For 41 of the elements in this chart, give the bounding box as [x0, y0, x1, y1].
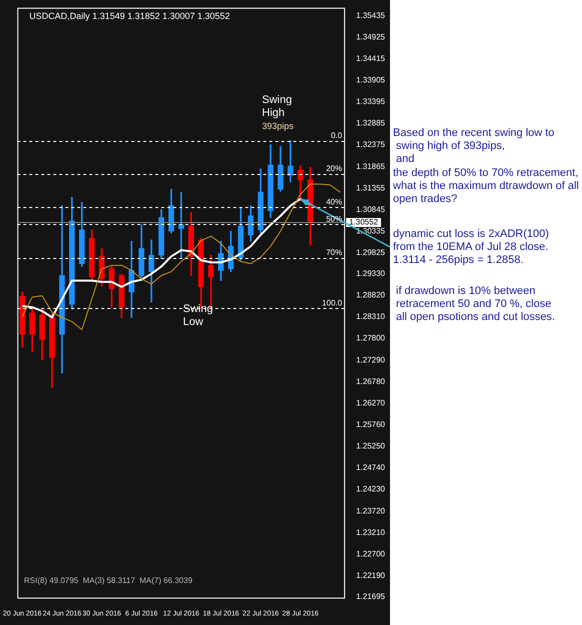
y-tick-label: 1.31355 [356, 183, 386, 192]
annotation: 70% [326, 248, 342, 257]
y-tick-label: 1.32885 [356, 118, 386, 128]
text: if drawdown is 10% between retracement 50 and 70 %, close all open psotions and cut losses. [396, 285, 555, 325]
chart-title: USDCAD,Daily 1.31549 1.31852 1.30007 1.30552 [29, 10, 230, 21]
y-tick-label: 1.31865 [356, 162, 386, 171]
annotation: 393pips [262, 121, 294, 132]
annotation: RSI(8) 49.0795 MA(3) 58.3117 MA(7) 66.3039 [24, 576, 192, 586]
y-tick-label: 1.25250 [356, 442, 386, 451]
candlestick [288, 140, 294, 182]
annotation: 100.0 [322, 298, 343, 308]
annotation: 40% [326, 198, 342, 207]
annotation: 20% [326, 164, 342, 174]
y-tick-label: 1.24230 [356, 484, 386, 494]
y-tick-label: 1.29330 [356, 269, 386, 278]
y-tick-label: 1.26270 [356, 398, 386, 408]
y-tick-label: 1.22700 [356, 549, 386, 558]
y-tick-label: 1.23210 [356, 528, 386, 537]
text: Based on the recent swing low to swing high of 393pips, and the depth of 50% to 70% retracement, what is the maximum dtrawdown of all open trades? [393, 127, 579, 206]
y-tick-label: 1.28310 [356, 312, 386, 322]
y-tick-label: 1.25760 [356, 420, 386, 429]
y-tick-label: 1.24740 [356, 463, 386, 472]
y-tick-label: 1.23720 [356, 506, 386, 516]
y-tick-label: 1.21695 [356, 592, 386, 601]
y-tick-label: 1.27800 [356, 334, 386, 343]
y-tick-label: 1.32375 [356, 140, 386, 150]
y-tick-label: 1.28820 [356, 290, 386, 300]
y-tick-label: 1.27290 [356, 355, 386, 364]
y-tick-label: 1.33395 [356, 97, 386, 106]
y-tick-label: 1.34415 [356, 54, 386, 63]
annotation: Swing High [262, 94, 292, 120]
y-tick-label: 1.22190 [356, 570, 386, 580]
y-tick-label: 1.33905 [356, 76, 386, 85]
y-tick-label: 1.34925 [356, 32, 386, 42]
y-tick-label: 1.30845 [356, 204, 386, 214]
y-tick-label: 1.35435 [356, 10, 386, 20]
annotation: dynamic cut loss is 2xADR(100) from the 10EMA of Jul 28 close. 1.3114 - 256pips = 1.2858. [393, 228, 549, 268]
y-tick-label: 1.26780 [356, 376, 386, 386]
y-tick-label: 1.29825 [356, 248, 386, 258]
ref-line-label: 1.30552 [349, 218, 379, 227]
annotation: 0.0 [330, 130, 343, 140]
